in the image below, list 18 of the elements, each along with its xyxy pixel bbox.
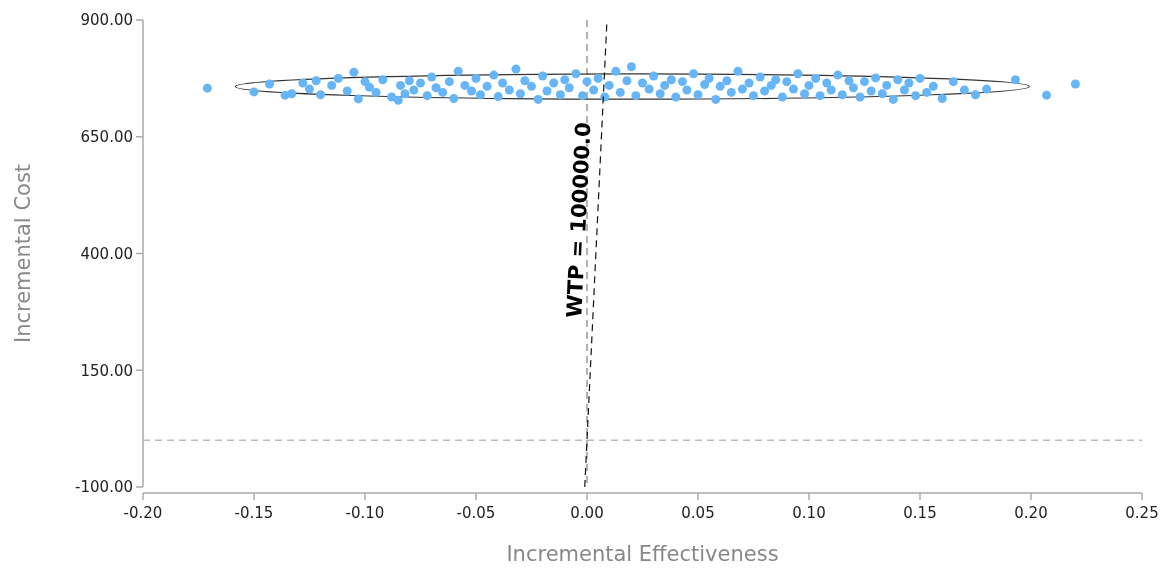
y-tick-label: 150.00 [80, 361, 133, 380]
x-tick-label: 0.20 [1014, 504, 1048, 522]
x-axis-title: Incremental Effectiveness [506, 542, 779, 566]
x-tick-label: 0.25 [1125, 504, 1159, 522]
annotation: WTP = 100000.0 [562, 121, 596, 319]
x-tick-label: -0.05 [456, 504, 496, 522]
y-axis-title: Incremental Cost [11, 163, 35, 344]
x-tick-label: 0.15 [903, 504, 937, 522]
y-tick-label: 400.00 [80, 244, 133, 263]
y-tick-label: -100.00 [75, 478, 133, 497]
x-tick-label: -0.10 [345, 504, 385, 522]
y-tick-label: 900.00 [80, 11, 133, 30]
x-tick-label: 0.05 [681, 504, 715, 522]
x-tick-label: -0.20 [123, 504, 163, 522]
x-tick-label: 0.10 [792, 504, 826, 522]
x-tick-label: 0.00 [570, 504, 604, 522]
x-tick-label: -0.15 [234, 504, 274, 522]
y-tick-label: 650.00 [80, 128, 133, 146]
